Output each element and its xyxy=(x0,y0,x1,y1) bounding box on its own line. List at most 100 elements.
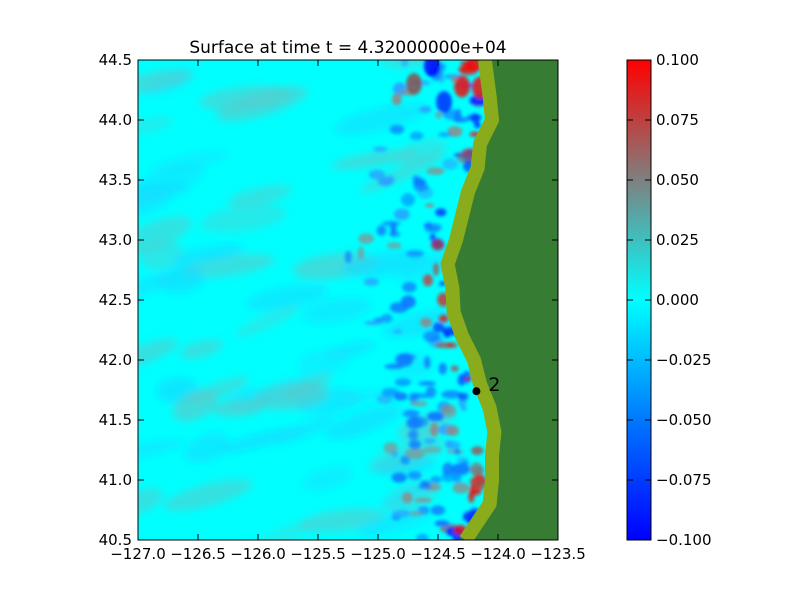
y-tick-label: 40.5 xyxy=(99,531,132,549)
swell xyxy=(138,273,170,298)
anomaly-blob xyxy=(391,93,402,106)
x-tick-label: −125.5 xyxy=(290,545,346,563)
anomaly-blob xyxy=(394,208,410,220)
anomaly-blob xyxy=(460,460,470,467)
swell xyxy=(235,306,300,337)
anomaly-blob xyxy=(345,250,352,264)
x-tick-label: −126.0 xyxy=(230,545,286,563)
anomaly-blob xyxy=(377,177,394,187)
anomaly-blob xyxy=(425,203,435,208)
x-tick-label: −124.5 xyxy=(410,545,466,563)
anomaly-blob xyxy=(422,274,433,287)
colorbar-tick-label: −0.025 xyxy=(656,351,712,369)
swell xyxy=(227,184,292,208)
y-tick-label: 44.0 xyxy=(99,111,132,129)
anomaly-blob xyxy=(381,220,401,227)
anomaly-blob xyxy=(393,329,403,334)
anomaly-blob xyxy=(454,75,470,98)
anomaly-blob xyxy=(472,466,485,476)
anomaly-blob xyxy=(434,520,450,527)
anomaly-blob xyxy=(441,471,456,482)
anomaly-blob xyxy=(468,489,475,503)
anomaly-blob xyxy=(408,511,424,516)
anomaly-blob xyxy=(460,406,467,411)
anomaly-blob xyxy=(432,262,440,276)
swell xyxy=(382,60,446,68)
anomaly-blob xyxy=(422,446,442,454)
swell xyxy=(252,382,330,411)
anomaly-blob xyxy=(406,73,422,95)
anomaly-blob xyxy=(438,314,449,323)
anomaly-blob xyxy=(412,392,430,399)
anomaly-blob xyxy=(454,448,461,455)
anomaly-blob xyxy=(424,60,440,77)
anomaly-blob xyxy=(408,439,421,450)
y-tick-label: 43.0 xyxy=(99,231,132,249)
swell xyxy=(138,116,172,134)
colorbar-tick-label: 0.075 xyxy=(656,111,699,129)
swell xyxy=(183,432,231,464)
anomaly-blob xyxy=(389,302,409,313)
x-tick-label: −123.5 xyxy=(530,545,586,563)
anomaly-blob xyxy=(438,362,447,375)
swell xyxy=(138,69,193,94)
swell xyxy=(172,389,218,422)
colorbar-tick-label: 0.050 xyxy=(656,171,699,189)
anomaly-blob xyxy=(383,441,398,454)
anomaly-blob xyxy=(460,66,478,71)
x-axis: −127.0 −126.5 −126.0 −125.5 −125.0 −124.5 −124… xyxy=(110,60,586,563)
anomaly-blob xyxy=(412,175,421,181)
anomaly-blob xyxy=(406,416,423,430)
swell xyxy=(138,164,205,207)
anomaly-blob xyxy=(430,505,446,516)
colorbar-tick-label: −0.075 xyxy=(656,471,712,489)
anomaly-blob xyxy=(418,484,432,490)
anomaly-blob xyxy=(452,482,470,494)
shore-band xyxy=(440,60,502,540)
anomaly-blob xyxy=(402,282,417,293)
colorbar-tick-label: −0.050 xyxy=(656,411,712,429)
anomaly-blob xyxy=(442,158,459,170)
x-tick-label: −125.0 xyxy=(350,545,406,563)
anomaly-blob xyxy=(408,429,419,440)
anomaly-blob xyxy=(389,124,405,135)
anomaly-blob xyxy=(402,409,420,418)
swell xyxy=(217,426,303,454)
anomaly-blob xyxy=(426,167,445,176)
colorbar: 0.100 0.075 0.050 0.025 0.000 −0.025 −0.050 −0.… xyxy=(626,51,712,549)
anomaly-blob xyxy=(455,108,462,123)
anomaly-blob xyxy=(464,376,473,382)
swell xyxy=(199,204,287,234)
anomaly-blob xyxy=(391,472,407,483)
anomaly-blob xyxy=(364,320,384,326)
y-tick-label: 42.5 xyxy=(99,291,132,309)
anomaly-blob xyxy=(424,356,431,369)
swell xyxy=(302,465,353,492)
anomaly-blob xyxy=(424,438,436,445)
anomaly-blob xyxy=(435,208,447,217)
y-tick-label: 44.5 xyxy=(99,51,132,69)
x-tick-label: −124.0 xyxy=(470,545,526,563)
anomaly-blob xyxy=(430,423,439,437)
y-axis: 40.5 41.0 41.5 42.0 42.5 43.0 43.5 44.0 44.5 xyxy=(99,51,558,549)
anomaly-blob xyxy=(430,239,445,251)
anomaly-blob xyxy=(418,381,436,386)
anomaly-blob xyxy=(406,250,424,258)
x-tick-label: −126.5 xyxy=(170,545,226,563)
anomaly-blob xyxy=(401,193,415,207)
nearshore-anomalies xyxy=(345,60,490,540)
anomaly-blob xyxy=(373,146,388,152)
swell xyxy=(302,297,372,324)
swell xyxy=(138,216,192,255)
colorbar-tick-label: −0.100 xyxy=(656,531,712,549)
anomaly-blob xyxy=(401,60,408,67)
swell xyxy=(179,339,223,359)
anomaly-blob xyxy=(357,246,365,261)
swell xyxy=(325,404,402,440)
y-tick-label: 42.0 xyxy=(99,351,132,369)
anomaly-blob xyxy=(474,121,481,129)
anomaly-blob xyxy=(358,233,375,245)
anomaly-blob xyxy=(368,169,385,180)
x-tick-label: −127.0 xyxy=(110,545,166,563)
